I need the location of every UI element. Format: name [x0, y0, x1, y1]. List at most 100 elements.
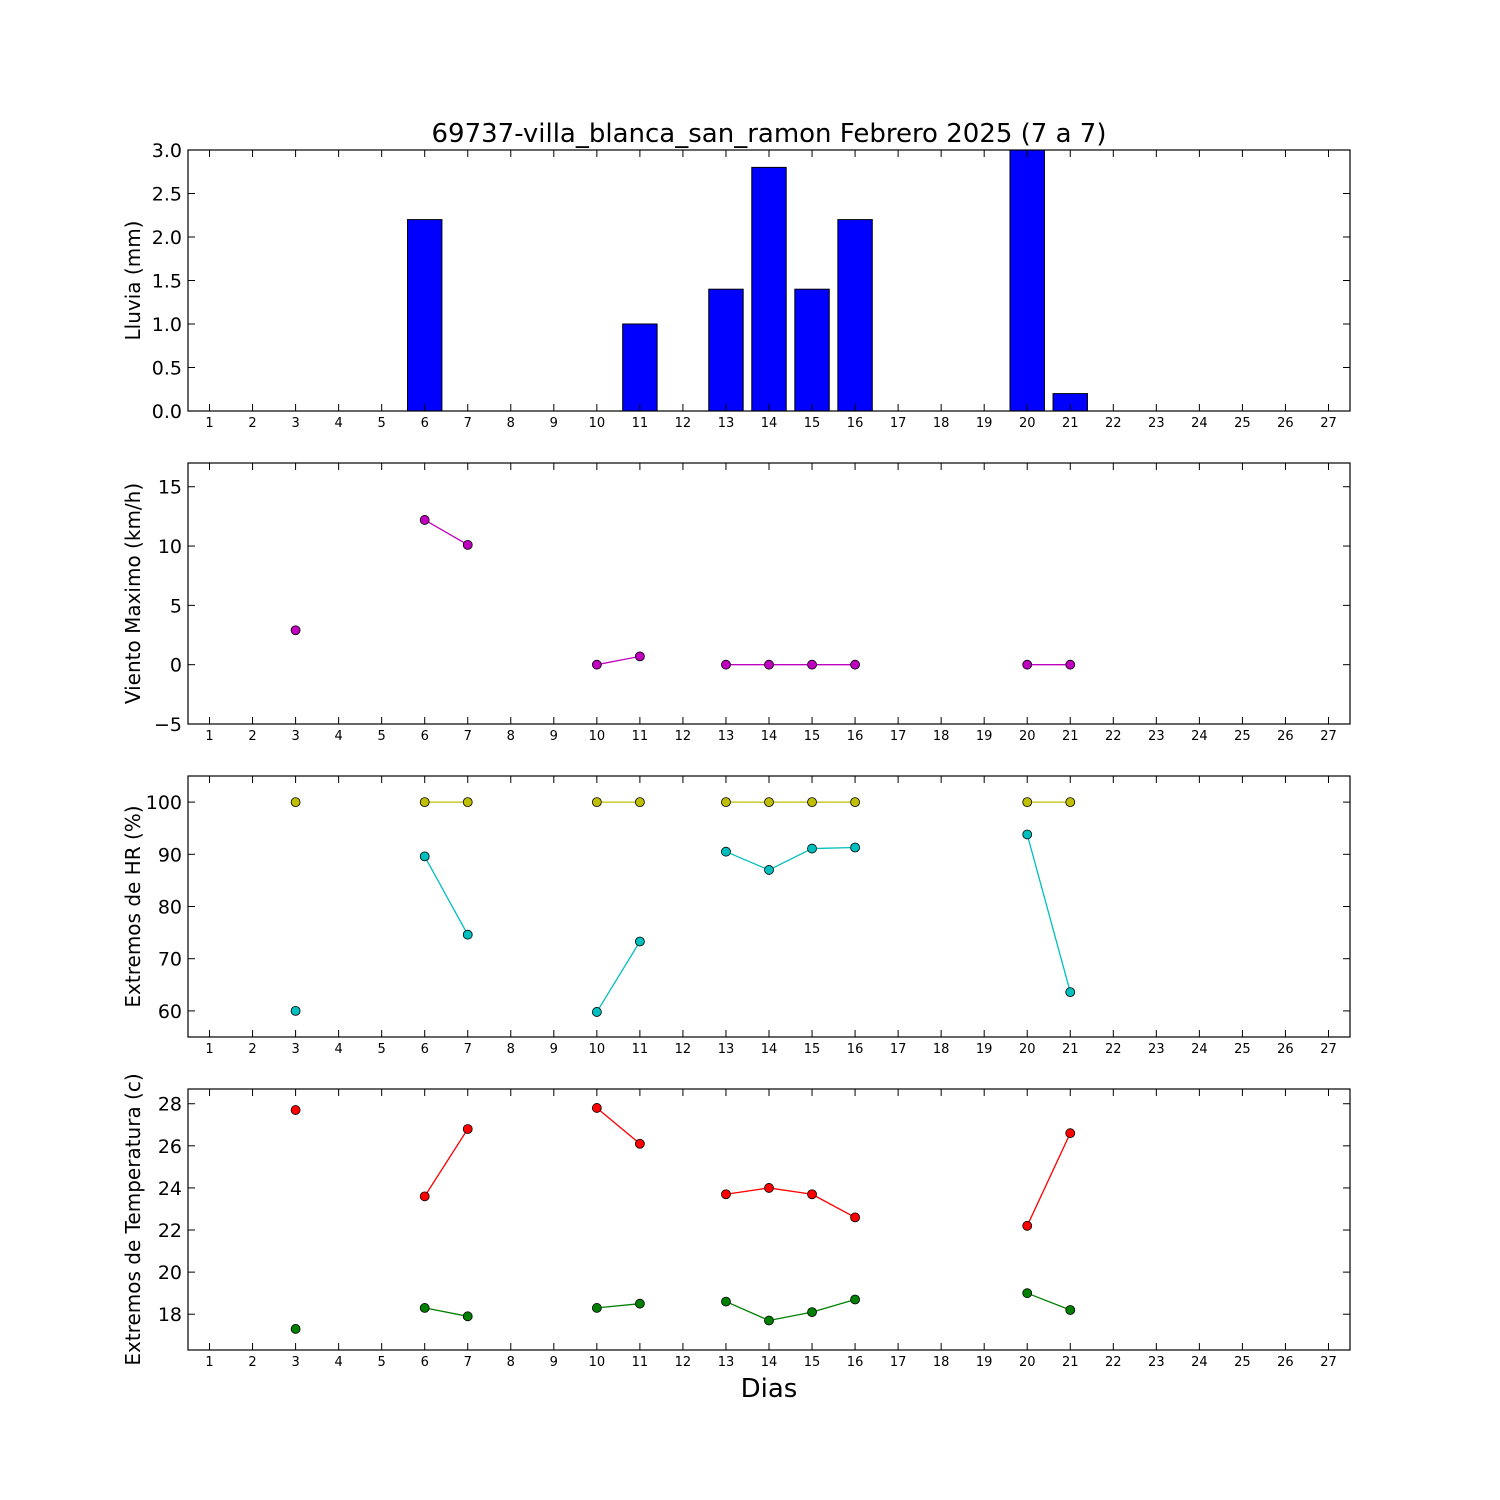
data-point [1022, 797, 1033, 807]
series-line-segment [424, 856, 469, 936]
y-axis-label: Extremos de HR (%) [121, 805, 145, 1007]
x-tick-label: 27 [1320, 1355, 1337, 1370]
x-tick-label: 15 [804, 1355, 821, 1370]
x-axis-label: Dias [741, 1374, 798, 1404]
y-tick-label: −5 [154, 714, 182, 736]
y-axis-label: Viento Maximo (km/h) [121, 483, 145, 704]
data-point [290, 625, 301, 636]
y-tick-label: 22 [158, 1220, 182, 1242]
x-tick-label: 27 [1320, 1042, 1337, 1057]
rain-bar [1009, 149, 1045, 412]
data-point [1065, 1305, 1076, 1315]
x-tick-label: 2 [248, 1042, 256, 1057]
data-point [462, 1124, 473, 1134]
x-tick-label: 9 [550, 416, 558, 431]
x-tick-label: 10 [589, 416, 606, 431]
y-tick-label: 10 [158, 536, 182, 558]
x-tick-label: 11 [632, 1355, 649, 1370]
data-point [462, 1311, 473, 1322]
x-tick-label: 24 [1191, 1042, 1208, 1057]
x-tick-label: 4 [334, 729, 342, 744]
x-tick-label: 7 [464, 416, 472, 431]
series-line-segment [596, 655, 641, 666]
y-axis-label: Extremos de Temperatura (c) [121, 1073, 145, 1365]
x-tick-label: 4 [334, 1042, 342, 1057]
series-line-segment [1026, 1292, 1071, 1311]
x-tick-label: 23 [1148, 729, 1165, 744]
x-tick-label: 20 [1019, 1355, 1036, 1370]
x-tick-label: 5 [378, 416, 386, 431]
x-tick-label: 8 [507, 1355, 515, 1370]
data-point [419, 1303, 430, 1313]
x-tick-label: 22 [1105, 1355, 1122, 1370]
series-line-segment [596, 1107, 641, 1145]
x-tick-label: 18 [933, 416, 950, 431]
x-tick-label: 7 [464, 729, 472, 744]
series-line-segment [596, 941, 641, 1013]
x-tick-label: 21 [1062, 1042, 1079, 1057]
x-tick-label: 14 [761, 1042, 778, 1057]
plot-area [188, 776, 1350, 1037]
y-tick-label: 1.5 [152, 271, 182, 293]
data-point [1022, 659, 1033, 670]
panels: 0.00.51.01.52.02.53.01 2 3 4 5 6 7 8 9 10 11 12 13 14… [121, 140, 1351, 1370]
x-tick-label: 16 [847, 416, 864, 431]
y-tick-label: 15 [158, 477, 182, 499]
rain-bar [406, 219, 443, 412]
rain-bar [622, 323, 658, 412]
x-tick-label: 8 [507, 416, 515, 431]
chart-title: 69737-villa_blanca_san_ramon Febrero 202… [431, 119, 1106, 149]
x-tick-label: 20 [1019, 416, 1036, 431]
humidity-series-1 [290, 797, 1076, 807]
x-tick-label: 27 [1320, 416, 1337, 431]
x-tick-label: 15 [804, 729, 821, 744]
x-tick-label: 3 [291, 729, 299, 744]
x-tick-label: 12 [675, 1042, 692, 1057]
y-tick-label: 18 [158, 1304, 182, 1326]
x-tick-label: 4 [334, 416, 342, 431]
y-tick-label: 2.5 [152, 184, 182, 206]
series-line-segment [596, 1303, 640, 1309]
x-tick-label: 17 [890, 416, 907, 431]
x-tick-label: 18 [933, 729, 950, 744]
data-point [419, 797, 430, 807]
rain-bar [837, 219, 873, 412]
data-point [591, 1103, 602, 1113]
data-point [1065, 797, 1076, 807]
x-tick-label: 23 [1148, 1355, 1165, 1370]
x-tick-label: 25 [1234, 729, 1251, 744]
x-tick-label: 26 [1277, 416, 1294, 431]
rain-bar [708, 288, 744, 412]
data-point [1022, 829, 1033, 840]
x-tick-label: 7 [464, 1355, 472, 1370]
y-tick-label: 90 [158, 844, 182, 866]
x-tick-label: 16 [847, 1355, 864, 1370]
data-point [721, 659, 731, 670]
x-tick-label: 10 [589, 1355, 606, 1370]
data-point [807, 659, 817, 670]
temperature-series-2 [290, 1288, 1076, 1334]
x-tick-label: 20 [1019, 729, 1036, 744]
data-point [1022, 1288, 1033, 1299]
data-point [591, 659, 602, 670]
x-tick-label: 6 [421, 416, 429, 431]
x-tick-label: 5 [378, 1042, 386, 1057]
data-point [764, 1315, 774, 1326]
x-tick-label: 27 [1320, 729, 1337, 744]
series-line-segment [1026, 834, 1071, 993]
x-tick-label: 15 [804, 1042, 821, 1057]
y-tick-label: 24 [158, 1178, 182, 1200]
x-tick-label: 9 [550, 729, 558, 744]
x-tick-label: 13 [718, 416, 735, 431]
x-tick-label: 17 [890, 1355, 907, 1370]
series-line-segment [811, 1298, 856, 1313]
data-point [1065, 987, 1076, 998]
data-point [807, 1307, 817, 1318]
y-tick-label: 0.0 [152, 401, 182, 423]
x-tick-label: 19 [976, 416, 993, 431]
x-tick-label: 19 [976, 1355, 993, 1370]
data-point [462, 797, 473, 807]
data-point [1065, 1128, 1076, 1139]
